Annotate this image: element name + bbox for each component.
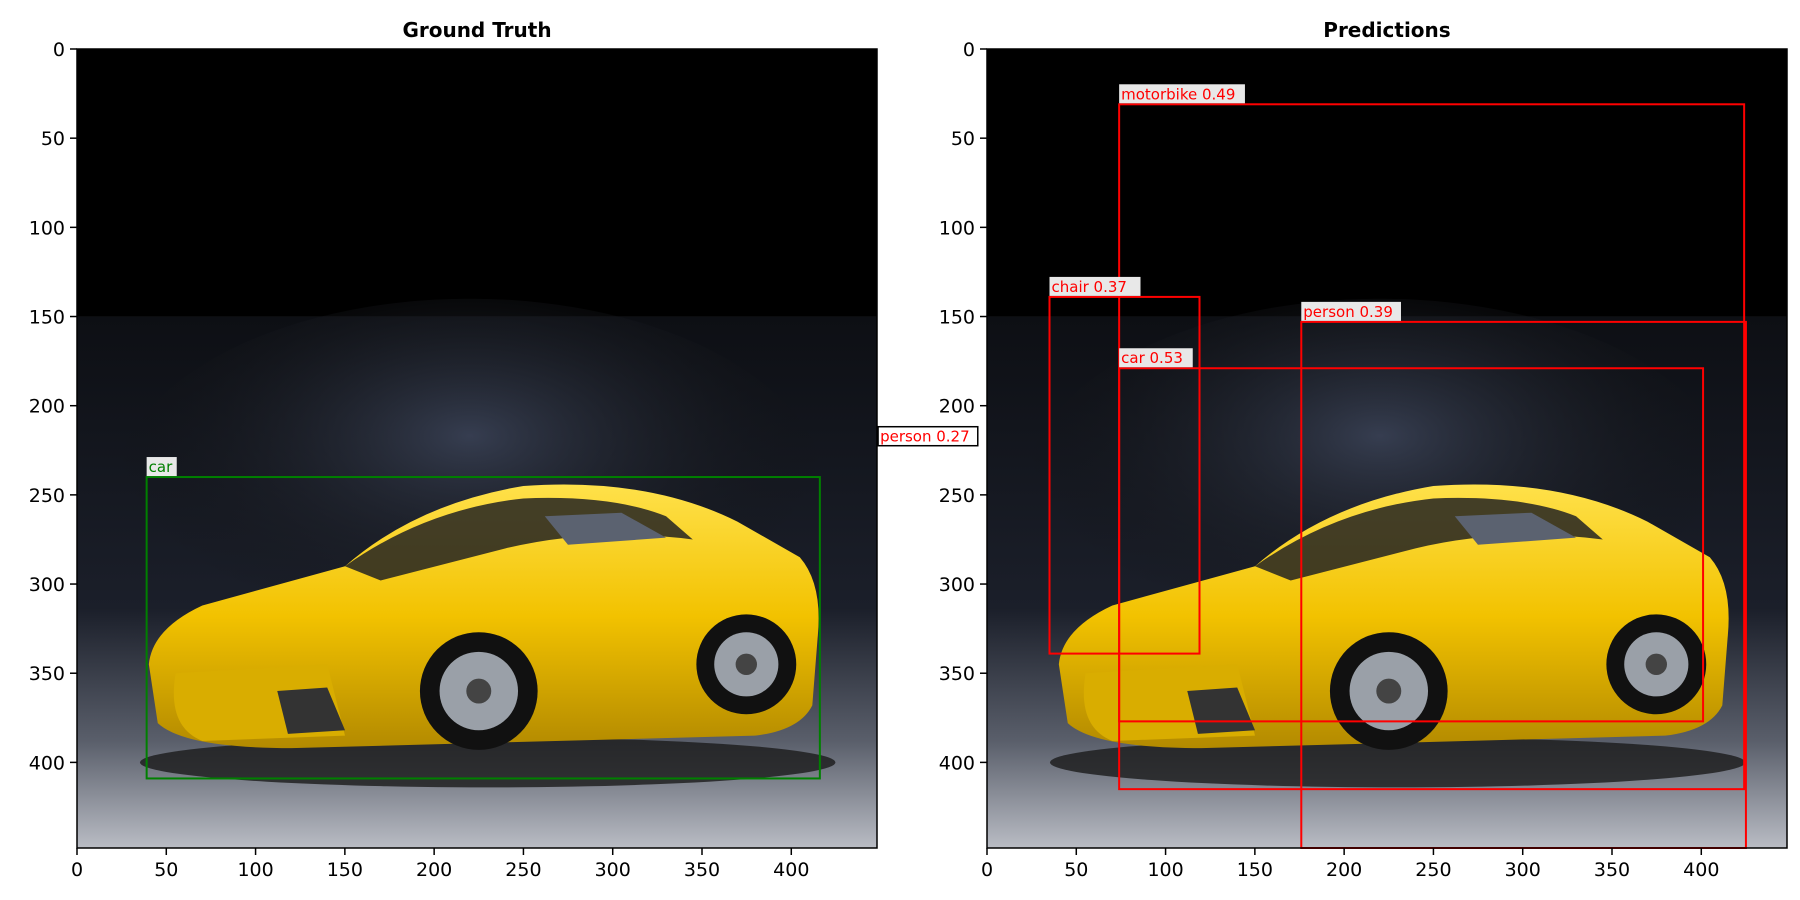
x-tick-label: 200 — [1326, 859, 1362, 881]
y-tick-label: 50 — [951, 128, 975, 150]
x-tick-label: 0 — [71, 859, 83, 881]
bounding-box: person 0.27 — [877, 425, 979, 447]
x-tick-label: 150 — [1237, 859, 1273, 881]
panel-title: Predictions — [1323, 18, 1450, 42]
y-tick-label: 150 — [29, 307, 65, 329]
y-tick-label: 300 — [939, 574, 975, 596]
y-tick-label: 250 — [939, 485, 975, 507]
box-label-background — [146, 457, 177, 477]
box-label-background — [877, 425, 979, 447]
box-label: chair 0.37 — [1052, 278, 1127, 296]
y-tick-label: 100 — [29, 217, 65, 239]
box-label: car 0.53 — [1121, 349, 1183, 367]
box-label-background — [1049, 276, 1141, 296]
car-image — [77, 49, 877, 848]
x-tick-label: 400 — [773, 859, 809, 881]
y-tick-label: 250 — [29, 485, 65, 507]
x-tick-label: 50 — [1064, 859, 1088, 881]
x-tick-label: 50 — [154, 859, 178, 881]
box-label-background — [1301, 301, 1401, 321]
y-tick-label: 200 — [939, 396, 975, 418]
x-tick-label: 350 — [1594, 859, 1630, 881]
box-label: motorbike 0.49 — [1121, 85, 1235, 103]
y-tick-label: 200 — [29, 396, 65, 418]
box-label: car — [149, 458, 173, 476]
x-tick-label: 400 — [1683, 859, 1719, 881]
box-label-background — [1119, 348, 1193, 368]
y-tick-label: 50 — [41, 128, 65, 150]
y-tick-label: 150 — [939, 307, 975, 329]
car-image — [987, 49, 1787, 848]
y-tick-label: 400 — [939, 752, 975, 774]
y-tick-label: 0 — [963, 39, 975, 61]
axes-frame — [986, 48, 1788, 849]
x-tick-label: 200 — [416, 859, 452, 881]
x-tick-label: 350 — [684, 859, 720, 881]
y-tick-label: 350 — [939, 663, 975, 685]
bounding-box: car 0.53 — [1118, 348, 1705, 723]
x-tick-label: 250 — [1415, 859, 1451, 881]
x-tick-label: 300 — [595, 859, 631, 881]
panel-predictions: Predictions motorbike 0.49 chair 0.37 perso… — [877, 18, 1788, 881]
x-tick-label: 100 — [237, 859, 273, 881]
box-label: person 0.27 — [880, 428, 970, 446]
box-label-background — [1119, 84, 1245, 104]
y-tick-label: 0 — [53, 39, 65, 61]
x-tick-label: 150 — [327, 859, 363, 881]
axes-frame — [76, 48, 878, 849]
box-label: person 0.39 — [1303, 303, 1393, 321]
x-tick-label: 100 — [1147, 859, 1183, 881]
x-tick-label: 250 — [505, 859, 541, 881]
y-tick-label: 400 — [29, 752, 65, 774]
bounding-box: car — [145, 457, 821, 780]
y-tick-label: 300 — [29, 574, 65, 596]
bounding-box: chair 0.37 — [1048, 276, 1201, 655]
panel-title: Ground Truth — [402, 18, 551, 42]
x-tick-label: 0 — [981, 859, 993, 881]
y-tick-label: 350 — [29, 663, 65, 685]
x-tick-label: 300 — [1505, 859, 1541, 881]
panel-ground-truth: Ground Truth car 0 50 100 150 200 250 300 350 400 0… — [29, 18, 878, 881]
y-tick-label: 100 — [939, 217, 975, 239]
